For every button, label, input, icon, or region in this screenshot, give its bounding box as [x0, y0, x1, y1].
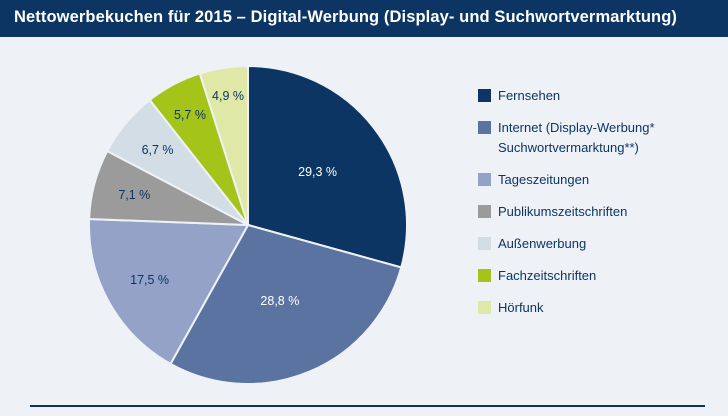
legend-label: Internet (Display-Werbung* Suchwortverma… — [498, 120, 655, 155]
legend: Fernsehen Internet (Display-Werbung* Suc… — [478, 86, 728, 330]
legend-swatch — [478, 237, 491, 250]
legend-item-fernsehen: Fernsehen — [478, 86, 728, 106]
legend-swatch — [478, 301, 491, 314]
legend-swatch — [478, 89, 491, 102]
legend-label: Fernsehen — [498, 88, 561, 103]
pie-slice — [198, 64, 249, 226]
legend-label: Außenwerbung — [498, 236, 587, 251]
legend-item-publikumszeitschriften: Publikumszeitschriften — [478, 202, 728, 222]
legend-swatch — [478, 121, 491, 134]
legend-label: Publikumszeitschriften — [498, 204, 628, 219]
legend-item-internet: Internet (Display-Werbung* Suchwortverma… — [478, 118, 728, 158]
slice-value-label: 7,1 % — [118, 187, 151, 202]
pie-slice — [88, 217, 250, 366]
legend-item-hoerfunk: Hörfunk — [478, 298, 728, 318]
bottom-rule — [30, 405, 705, 407]
slice-value-label: 5,7 % — [173, 108, 206, 123]
slice-value-label: 28,8 % — [260, 294, 300, 309]
slice-value-label: 29,3 % — [298, 165, 338, 180]
legend-item-fachzeitschriften: Fachzeitschriften — [478, 266, 728, 286]
legend-item-tageszeitungen: Tageszeitungen — [478, 170, 728, 190]
title-bar: Nettowerbekuchen für 2015 – Digital-Werb… — [0, 0, 728, 37]
legend-swatch — [478, 173, 491, 186]
pie-slice — [169, 223, 403, 385]
slice-value-label: 17,5 % — [130, 273, 170, 288]
slice-value-label: 4,9 % — [212, 89, 244, 104]
legend-label: Tageszeitungen — [498, 172, 590, 187]
legend-swatch — [478, 205, 491, 218]
legend-label: Fachzeitschriften — [498, 268, 597, 283]
pie-chart — [88, 64, 408, 385]
slice-value-label: 6,7 % — [141, 142, 174, 157]
legend-swatch — [478, 269, 491, 282]
legend-item-aussenwerbung: Außenwerbung — [478, 234, 728, 254]
pie-slice — [247, 64, 408, 269]
chart-title: Nettowerbekuchen für 2015 – Digital-Werb… — [14, 8, 678, 26]
legend-label: Hörfunk — [498, 300, 544, 315]
